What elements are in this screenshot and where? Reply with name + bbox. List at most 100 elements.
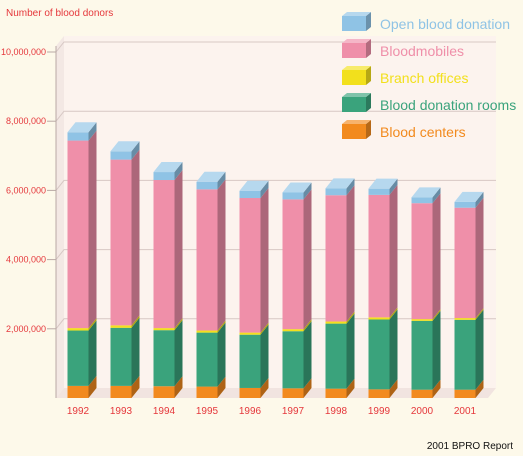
legend-label: Open blood donation	[380, 16, 510, 32]
legend-swatch	[342, 70, 366, 85]
bar-side-blood-centers	[260, 377, 269, 398]
bar-side-open-blood-donation	[389, 178, 398, 195]
bar-top-face	[454, 191, 484, 202]
bar-branch-offices	[454, 318, 476, 320]
bar-blood-centers	[67, 385, 89, 398]
bar-branch-offices	[368, 317, 390, 320]
bar-top-face	[325, 178, 355, 189]
x-tick-label: 2000	[411, 406, 434, 417]
x-tick-label: 1996	[239, 406, 262, 417]
bar-side-open-blood-donation	[303, 182, 312, 200]
bar-top-face	[67, 122, 97, 133]
bar-blood-centers	[196, 386, 218, 398]
bar-side-open-blood-donation	[260, 180, 269, 199]
bar-bloodmobiles	[368, 194, 390, 318]
bar-side-branch-offices	[475, 308, 484, 320]
bar-side-blood-centers	[389, 379, 398, 398]
bar-bloodmobiles	[110, 159, 132, 326]
x-tick-label: 1993	[110, 406, 133, 417]
bar-side-blood-donation-rooms	[346, 313, 355, 389]
legend-swatch-side	[366, 93, 371, 112]
legend-swatch-top	[342, 120, 371, 124]
bar-side-open-blood-donation	[432, 187, 441, 204]
x-tick-label: 1999	[368, 406, 391, 417]
bar-top-face	[239, 180, 269, 191]
bar-open-blood-donation	[67, 132, 89, 141]
bar-side-blood-donation-rooms	[303, 321, 312, 389]
bar-blood-donation-rooms	[67, 330, 89, 386]
bar-branch-offices	[67, 328, 89, 331]
bar-side-blood-centers	[303, 378, 312, 398]
bar-blood-centers	[282, 388, 304, 398]
legend-swatch	[342, 124, 366, 139]
bar-side-blood-donation-rooms	[174, 320, 183, 387]
legend-swatch-top	[342, 12, 371, 16]
legend-swatch-top	[342, 93, 371, 97]
y-tick-label: 6,000,000	[6, 185, 46, 195]
bar-blood-donation-rooms	[454, 319, 476, 390]
legend-swatch-side	[366, 120, 371, 139]
bar-top-face	[196, 171, 226, 182]
bar-open-blood-donation	[411, 197, 433, 204]
bar-side-open-blood-donation	[217, 171, 226, 190]
y-tick-label: 8,000,000	[6, 116, 46, 126]
bar-side-bloodmobiles	[131, 149, 140, 326]
legend-label: Branch offices	[380, 70, 468, 86]
bar-side-blood-centers	[88, 375, 97, 398]
bar-blood-centers	[110, 385, 132, 398]
bar-bloodmobiles	[239, 198, 261, 333]
bar-blood-centers	[454, 389, 476, 398]
bar-blood-centers	[411, 389, 433, 398]
bar-blood-donation-rooms	[110, 327, 132, 386]
bar-bloodmobiles	[454, 207, 476, 319]
legend-swatch	[342, 97, 366, 112]
bar-side-bloodmobiles	[88, 130, 97, 329]
bar-bloodmobiles	[411, 203, 433, 320]
x-tick-label: 1992	[67, 406, 90, 417]
bar-blood-donation-rooms	[368, 319, 390, 390]
bar-bloodmobiles	[153, 180, 175, 329]
bar-side-blood-donation-rooms	[131, 317, 140, 386]
bar-side-blood-donation-rooms	[432, 310, 441, 390]
legend-swatch-side	[366, 39, 371, 58]
bar-open-blood-donation	[454, 201, 476, 208]
bar-side-open-blood-donation	[346, 178, 355, 196]
bar-side-open-blood-donation	[88, 122, 97, 141]
bar-branch-offices	[325, 321, 347, 324]
bar-blood-donation-rooms	[153, 330, 175, 387]
bar-side-blood-donation-rooms	[475, 309, 484, 390]
bar-side-branch-offices	[217, 320, 226, 333]
bar-open-blood-donation	[239, 190, 261, 199]
bar-side-blood-donation-rooms	[217, 322, 226, 387]
bar-blood-donation-rooms	[239, 334, 261, 388]
bar-side-branch-offices	[88, 318, 97, 331]
bar-bloodmobiles	[282, 199, 304, 330]
x-tick-label: 1998	[325, 406, 348, 417]
x-tick-label: 1994	[153, 406, 176, 417]
legend-label: Blood donation rooms	[380, 97, 516, 113]
legend-swatch-side	[366, 12, 371, 31]
bar-side-blood-centers	[346, 378, 355, 398]
bar-top-face	[368, 178, 398, 189]
bar-open-blood-donation	[153, 172, 175, 181]
legend-swatch	[342, 43, 366, 58]
bar-side-blood-centers	[475, 379, 484, 398]
bar-side-branch-offices	[389, 307, 398, 320]
bar-branch-offices	[110, 325, 132, 328]
bar-side-bloodmobiles	[389, 184, 398, 318]
bar-blood-donation-rooms	[411, 320, 433, 390]
x-tick-label: 1997	[282, 406, 305, 417]
bar-blood-centers	[325, 388, 347, 398]
bar-open-blood-donation	[325, 188, 347, 196]
bar-blood-centers	[368, 389, 390, 398]
bar-open-blood-donation	[110, 151, 132, 160]
bar-branch-offices	[239, 332, 261, 335]
bar-side-bloodmobiles	[475, 197, 484, 319]
y-tick-label: 2,000,000	[6, 324, 46, 334]
bar-open-blood-donation	[196, 181, 218, 190]
legend-swatch	[342, 16, 366, 31]
source-note: 2001 BPRO Report	[426, 441, 513, 452]
bar-blood-donation-rooms	[282, 331, 304, 389]
legend-swatch-side	[366, 66, 371, 85]
bar-side-bloodmobiles	[174, 170, 183, 329]
